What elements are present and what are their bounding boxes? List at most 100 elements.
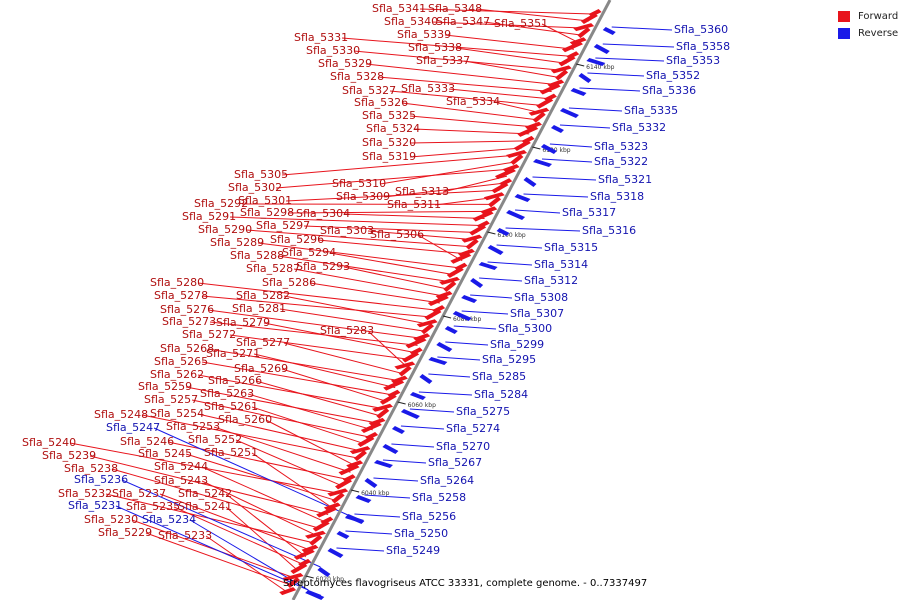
connector-lines [69,8,675,593]
forward-gene-label: Sfla_5237 [112,487,166,500]
forward-gene-label: Sfla_5297 [256,219,310,232]
reverse-connector [587,72,645,77]
genome-caption: Streptomyces flavogriseus ATCC 33331, co… [283,578,648,589]
reverse-gene-feature [532,159,552,167]
forward-gene-label: Sfla_5277 [236,336,290,349]
forward-connector [353,50,563,71]
forward-gene-feature [286,577,300,589]
forward-gene-label: Sfla_5253 [166,420,220,433]
forward-gene-label: Sfla_5340 [384,15,438,28]
forward-connector [541,23,578,43]
forward-gene-feature [539,83,561,95]
forward-gene-feature [558,55,576,67]
reverse-gene-feature [444,326,458,334]
forward-gene-feature [405,337,427,349]
forward-connector [207,309,422,339]
reverse-connector [409,408,455,413]
forward-gene-feature [443,280,457,292]
forward-connector [145,532,292,586]
forward-gene-label: Sfla_5278 [154,289,208,302]
forward-connector [167,441,347,480]
forward-connector [365,63,556,85]
reverse-gene-label: Sfla_5275 [456,405,510,418]
legend-reverse-label: Reverse [858,27,899,39]
tick-label: 6020 kbp [316,576,344,583]
reverse-gene-label: Sfla_5332 [612,121,666,134]
forward-gene-feature [450,252,472,264]
reverse-connector [336,547,385,552]
reverse-gene-feature [478,262,498,270]
legend-forward: Forward [838,8,898,24]
reverse-gene-feature [336,531,350,539]
forward-gene-label: Sfla_5334 [446,95,500,108]
forward-gene-label: Sfla_5325 [362,109,416,122]
reverse-gene-label: Sfla_5323 [594,140,648,153]
forward-connector [89,455,329,516]
forward-gene-feature [293,548,315,560]
forward-gene-feature [312,520,330,532]
forward-connector [265,419,355,466]
forward-gene-feature [376,407,390,419]
reverse-connector [602,43,675,48]
reverse-swatch [838,27,850,39]
reverse-connector [453,325,497,330]
forward-gene-label: Sfla_5302 [228,181,282,194]
forward-gene-label: Sfla_5263 [200,387,254,400]
forward-connector [283,295,429,325]
forward-gene-label: Sfla_5341 [372,2,426,15]
reverse-gene-feature [355,495,372,503]
forward-gene-label: Sfla_5257 [144,393,198,406]
reverse-gene-label: Sfla_5322 [594,155,648,168]
reverse-connector [382,459,427,464]
forward-gene-feature [327,488,349,497]
forward-gene-label: Sfla_5348 [428,2,482,15]
tick-label: 6140 kbp [586,64,614,71]
reverse-gene-feature [452,311,472,321]
reverse-connector [121,479,321,568]
forward-gene-feature [353,450,367,462]
reverse-connector [549,143,593,148]
reverse-gene-label: Sfla_5300 [498,322,552,335]
forward-gene-feature [465,238,479,250]
reverse-gene-label: Sfla_5308 [514,291,568,304]
forward-gene-label: Sfla_5254 [150,407,204,420]
forward-gene-label: Sfla_5326 [354,96,408,109]
forward-gene-label: Sfla_5292 [194,197,248,210]
tick-mark [576,63,585,67]
forward-gene-label: Sfla_5280 [150,276,204,289]
forward-gene-feature [420,323,434,335]
forward-gene-label: Sfla_5282 [236,289,290,302]
forward-gene-feature [346,460,364,469]
tick-label: 6100 kbp [497,232,525,239]
forward-gene-label: Sfla_5286 [262,276,316,289]
forward-gene-label: Sfla_5294 [282,246,336,259]
forward-connector [251,406,366,445]
forward-gene-feature [309,534,323,546]
forward-gene-label: Sfla_5251 [204,446,258,459]
reverse-gene-feature [327,548,344,558]
forward-gene-label: Sfla_5289 [210,236,264,249]
forward-gene-feature [469,224,487,236]
forward-connector [257,242,459,269]
reverse-gene-feature [506,210,526,220]
forward-connector [225,493,307,558]
forward-connector [329,252,455,276]
reverse-gene-label: Sfla_5258 [412,491,466,504]
forward-connector [283,342,403,375]
forward-gene-feature [573,23,595,32]
reverse-gene-label: Sfla_5285 [472,370,526,383]
forward-gene-feature [413,333,431,342]
reverse-gene-feature [586,58,606,66]
tick-mark [397,401,406,405]
forward-connector [389,90,545,107]
forward-gene-feature [383,379,405,391]
reverse-gene-label: Sfla_5250 [394,527,448,540]
forward-connector [213,426,351,473]
reverse-connector [428,373,471,378]
forward-connector [253,353,396,389]
forward-gene-label: Sfla_5229 [98,526,152,539]
reverse-connector [487,261,533,266]
forward-gene-label: Sfla_5306 [370,228,424,241]
forward-gene-feature [561,41,583,53]
